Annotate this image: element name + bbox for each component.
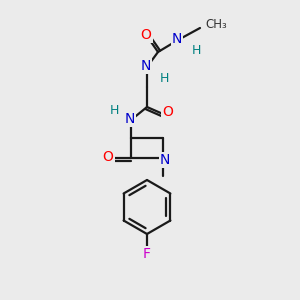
Text: N: N <box>141 59 151 73</box>
Text: O: O <box>103 150 113 164</box>
Text: N: N <box>125 112 135 126</box>
Text: O: O <box>163 105 173 119</box>
Text: F: F <box>143 247 151 261</box>
Text: N: N <box>160 153 170 167</box>
Text: CH₃: CH₃ <box>205 19 227 32</box>
Text: H: H <box>109 104 119 118</box>
Text: N: N <box>172 32 182 46</box>
Text: O: O <box>141 28 152 42</box>
Text: H: H <box>191 44 201 58</box>
Text: H: H <box>159 71 169 85</box>
